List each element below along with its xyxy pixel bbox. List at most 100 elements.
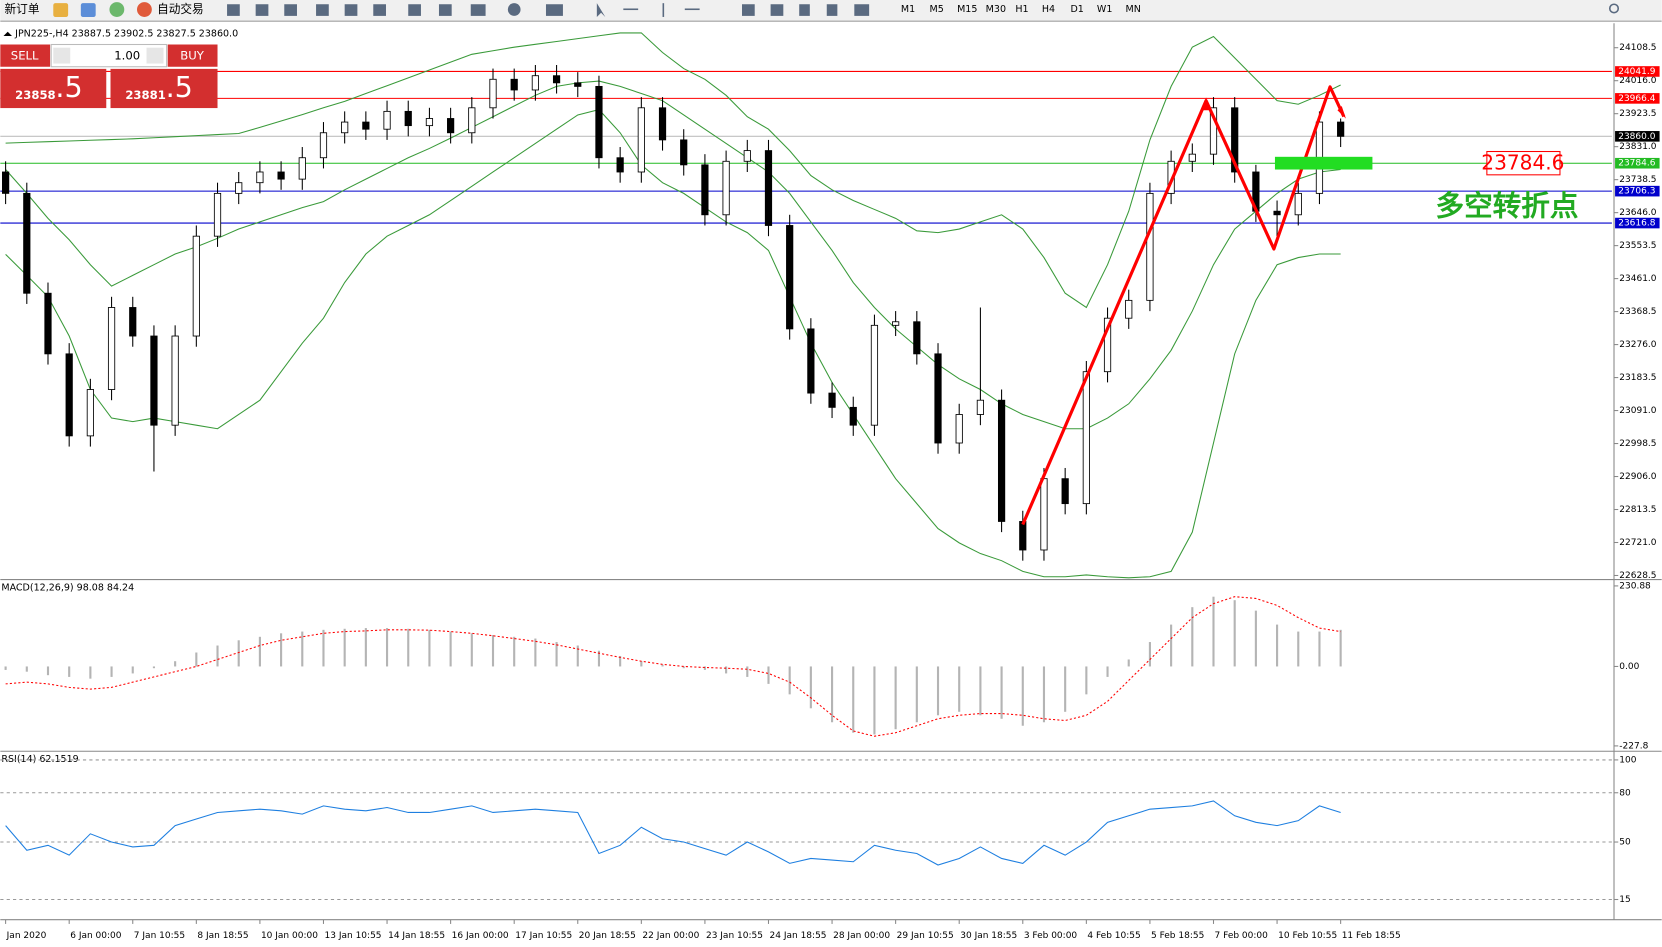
- buy-price[interactable]: 23881: [125, 88, 165, 102]
- x-tick-label: 28 Jan 00:00: [833, 931, 890, 941]
- candle-body: [1103, 317, 1112, 373]
- icon[interactable]: [662, 3, 665, 17]
- histogram-bar: [873, 666, 876, 735]
- histogram-bar: [513, 636, 516, 667]
- y-tick-label: 100: [1619, 755, 1636, 765]
- candle-body: [976, 399, 984, 415]
- icon[interactable]: [470, 4, 486, 16]
- icon[interactable]: [136, 2, 152, 17]
- icon[interactable]: [344, 4, 358, 16]
- buy-price-fraction[interactable]: .5: [166, 70, 193, 104]
- timeframe-button[interactable]: M5: [930, 4, 944, 15]
- lots-up[interactable]: [146, 47, 164, 64]
- candle-body: [1040, 478, 1048, 551]
- histogram-bar: [470, 633, 473, 667]
- candle-body: [150, 335, 158, 426]
- timeframe-button[interactable]: M30: [986, 4, 1006, 15]
- timeframe-button[interactable]: MN: [1126, 4, 1141, 15]
- icon[interactable]: [545, 4, 563, 16]
- candle-body: [86, 389, 94, 437]
- icon[interactable]: [826, 4, 838, 16]
- histogram-bar: [788, 666, 791, 695]
- icon[interactable]: [507, 3, 521, 16]
- x-tick-label: 30 Jan 18:55: [960, 931, 1017, 941]
- level-label: 24041.9: [1618, 67, 1655, 77]
- icon[interactable]: [408, 4, 421, 16]
- x-tick-label: 23 Jan 10:55: [706, 931, 763, 941]
- y-tick-label: -227.8: [1619, 741, 1648, 751]
- icon[interactable]: [255, 4, 269, 16]
- timeframe-button[interactable]: H1: [1015, 4, 1028, 15]
- candle-body: [616, 157, 624, 173]
- histogram-bar: [131, 666, 134, 674]
- lots-value[interactable]: 1.00: [114, 49, 140, 63]
- icon[interactable]: [227, 4, 240, 16]
- timeframe-button[interactable]: W1: [1097, 4, 1112, 15]
- sell-price-fraction[interactable]: .5: [55, 70, 82, 104]
- sell-label[interactable]: SELL: [11, 49, 39, 63]
- x-tick-label: Jan 2020: [6, 931, 47, 941]
- x-tick-label: 10 Jan 00:00: [261, 931, 318, 941]
- icon[interactable]: [799, 4, 810, 16]
- candle-body: [764, 150, 773, 226]
- candle-body: [256, 171, 264, 184]
- timeframe-button[interactable]: H4: [1042, 4, 1055, 15]
- icon[interactable]: [770, 4, 784, 16]
- icon[interactable]: [438, 4, 452, 16]
- candle-body: [192, 235, 200, 337]
- lots-down[interactable]: [53, 47, 71, 64]
- annotation: 多空转折点: [1436, 189, 1579, 223]
- timeframe-button[interactable]: M15: [957, 4, 977, 15]
- icon[interactable]: [684, 8, 700, 11]
- buy-button[interactable]: [167, 44, 218, 67]
- collapse-triangle[interactable]: [3, 31, 12, 37]
- lots-field[interactable]: [50, 43, 168, 68]
- histogram-bar: [958, 666, 961, 712]
- icon[interactable]: [80, 3, 96, 17]
- timeframe-button[interactable]: M1: [901, 4, 915, 15]
- histogram-bar: [1064, 666, 1067, 712]
- buy-label[interactable]: BUY: [180, 49, 205, 63]
- x-tick-label: 17 Jan 10:55: [515, 931, 572, 941]
- icon[interactable]: [596, 3, 606, 17]
- sell-price[interactable]: 23858: [15, 88, 56, 102]
- auto-trading-button[interactable]: 自动交易: [157, 2, 204, 16]
- histogram-bar: [407, 628, 410, 667]
- buy-price-box[interactable]: [110, 68, 218, 109]
- series-line: [5, 80, 1341, 430]
- level-label-box: [1615, 66, 1660, 77]
- histogram-bar: [195, 652, 198, 667]
- candle-body: [1209, 107, 1218, 155]
- icon[interactable]: [316, 4, 329, 16]
- histogram-bar: [491, 635, 495, 667]
- candle-body: [637, 107, 645, 173]
- sell-button[interactable]: [0, 44, 51, 67]
- icon[interactable]: [373, 4, 386, 16]
- panes: 24108.5 24016.0 23923.5 23831.0 23738.5 23646…: [0, 23, 1662, 941]
- histogram-bar: [682, 666, 685, 669]
- candle-body: [1019, 521, 1027, 551]
- y-tick-label: 22813.5: [1619, 505, 1656, 515]
- annotation: 23784.6: [1481, 151, 1564, 175]
- histogram-bar: [258, 636, 261, 667]
- icon[interactable]: [623, 8, 639, 11]
- new-order-button[interactable]: 新订单: [5, 2, 40, 16]
- series-line: [5, 800, 1341, 866]
- x-tick-label: 11 Feb 18:55: [1342, 931, 1401, 941]
- candle-body: [1231, 107, 1239, 173]
- search-icon[interactable]: [1608, 3, 1620, 14]
- icon[interactable]: [53, 3, 69, 17]
- trade-panel: SELL 1.00 BUY 23858 .5 23881 .5: [0, 43, 218, 109]
- icon[interactable]: [284, 4, 297, 16]
- histogram-bar: [746, 666, 749, 677]
- y-tick-label: 23461.0: [1619, 274, 1656, 284]
- icon[interactable]: [854, 4, 870, 16]
- icon[interactable]: [109, 2, 125, 17]
- icon[interactable]: [741, 4, 755, 16]
- histogram-bar: [1233, 600, 1236, 667]
- sell-price-box[interactable]: [0, 68, 107, 109]
- candle-body: [319, 132, 328, 159]
- y-tick-label: 23831.0: [1619, 142, 1656, 152]
- histogram-bar: [428, 629, 431, 667]
- timeframe-button[interactable]: D1: [1070, 4, 1083, 15]
